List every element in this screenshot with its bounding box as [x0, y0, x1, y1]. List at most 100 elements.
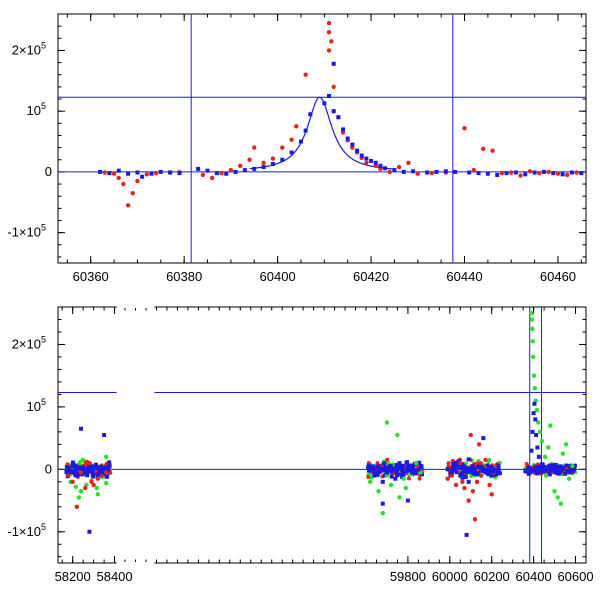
data-point-blue — [420, 472, 425, 477]
data-point-green — [95, 492, 101, 497]
data-point-blue — [460, 470, 465, 475]
data-point-green — [532, 385, 538, 391]
data-point-blue — [463, 474, 468, 479]
data-point-blue — [472, 466, 477, 471]
data-point-blue — [476, 171, 481, 176]
data-point-green — [537, 429, 543, 435]
data-point-blue — [454, 464, 459, 469]
data-point-red — [483, 457, 488, 463]
data-point-blue — [242, 168, 247, 173]
axis-break — [116, 305, 155, 308]
y-tick-label: 2×105 — [12, 334, 46, 351]
data-point-red — [396, 164, 402, 170]
data-point-green — [539, 439, 545, 444]
data-point-green — [536, 420, 541, 425]
data-point-green — [414, 460, 419, 466]
data-point-blue — [539, 467, 544, 472]
data-point-blue — [523, 172, 528, 177]
data-point-red — [474, 479, 480, 485]
data-point-red — [415, 171, 420, 176]
data-point-blue — [102, 468, 107, 473]
data-point-red — [489, 492, 494, 497]
data-point-blue — [87, 463, 92, 468]
data-point-blue — [416, 467, 421, 472]
data-point-blue — [411, 169, 416, 174]
data-point-red — [144, 172, 149, 177]
data-point-blue — [69, 469, 74, 474]
data-point-blue — [411, 466, 416, 471]
y-tick-label: 2×105 — [12, 40, 46, 57]
data-point-red — [470, 488, 476, 494]
data-point-blue — [392, 168, 397, 173]
plot-frame — [57, 306, 587, 564]
data-point-blue — [372, 470, 377, 475]
data-point-blue — [569, 170, 574, 175]
chart-panel-bottom: 58200 58400 59800 60000 60200 60400 60600 -1×10… — [7, 305, 594, 584]
data-point-blue — [496, 464, 501, 469]
data-point-blue — [70, 460, 75, 465]
data-point-green — [542, 454, 548, 460]
data-point-blue — [252, 166, 257, 171]
data-point-blue — [74, 473, 79, 478]
data-point-blue — [449, 470, 454, 475]
data-point-blue — [140, 174, 145, 179]
data-point-blue — [548, 467, 553, 472]
data-point-blue — [413, 471, 418, 476]
data-point-blue — [389, 467, 394, 472]
data-point-blue — [336, 115, 341, 120]
data-point-blue — [366, 465, 371, 470]
x-tick-label: 60400 — [260, 269, 296, 284]
data-point-red — [87, 460, 92, 466]
data-point-blue — [567, 470, 572, 475]
data-point-green — [555, 495, 560, 500]
data-point-red — [326, 30, 332, 35]
y-tick-label: -1×105 — [7, 522, 46, 539]
y-tick-label: 0 — [45, 461, 52, 476]
data-point-blue — [388, 464, 393, 469]
data-point-blue — [558, 464, 563, 469]
data-point-red — [70, 479, 75, 485]
data-point-blue — [544, 465, 549, 470]
data-point-blue — [233, 169, 238, 174]
data-point-blue — [83, 470, 88, 475]
data-point-red — [479, 473, 484, 478]
data-point-blue — [393, 476, 398, 481]
data-point-green — [78, 488, 84, 494]
data-point-green — [403, 485, 409, 491]
data-point-blue — [79, 465, 84, 470]
data-point-blue — [214, 171, 219, 176]
data-point-red — [476, 442, 482, 447]
data-point-red — [99, 473, 105, 478]
data-point-blue — [168, 170, 173, 175]
data-point-blue — [480, 469, 485, 474]
data-point-blue — [458, 466, 463, 471]
data-point-red — [446, 461, 451, 466]
x-tick-label: 60400 — [516, 569, 552, 584]
data-point-blue — [526, 471, 531, 476]
data-point-green — [388, 482, 394, 488]
data-point-green — [80, 457, 86, 463]
data-point-red — [66, 473, 71, 478]
data-point-blue — [490, 466, 495, 471]
x-tick-label: 60440 — [446, 269, 482, 284]
data-point-blue — [535, 445, 540, 450]
data-point-green — [367, 479, 373, 485]
data-point-blue — [476, 464, 481, 469]
data-point-blue — [483, 470, 488, 475]
data-point-red — [487, 482, 492, 488]
data-point-blue — [280, 157, 285, 162]
data-point-blue — [341, 127, 346, 132]
data-point-blue — [540, 462, 544, 467]
data-point-blue — [400, 463, 405, 468]
x-tick-label: 60600 — [557, 569, 593, 584]
data-point-blue — [70, 464, 75, 469]
x-tick-label: 59800 — [390, 569, 426, 584]
data-point-blue — [481, 436, 486, 441]
data-point-blue — [303, 128, 308, 133]
data-point-red — [326, 20, 332, 26]
data-point-red — [280, 145, 285, 150]
data-point-blue — [410, 470, 415, 475]
data-point-red — [472, 517, 478, 522]
data-point-green — [529, 311, 534, 316]
